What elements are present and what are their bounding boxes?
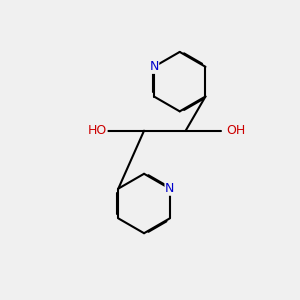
Text: N: N <box>149 60 159 73</box>
Text: OH: OH <box>226 124 245 137</box>
Text: HO: HO <box>88 124 107 137</box>
Text: N: N <box>165 182 175 195</box>
